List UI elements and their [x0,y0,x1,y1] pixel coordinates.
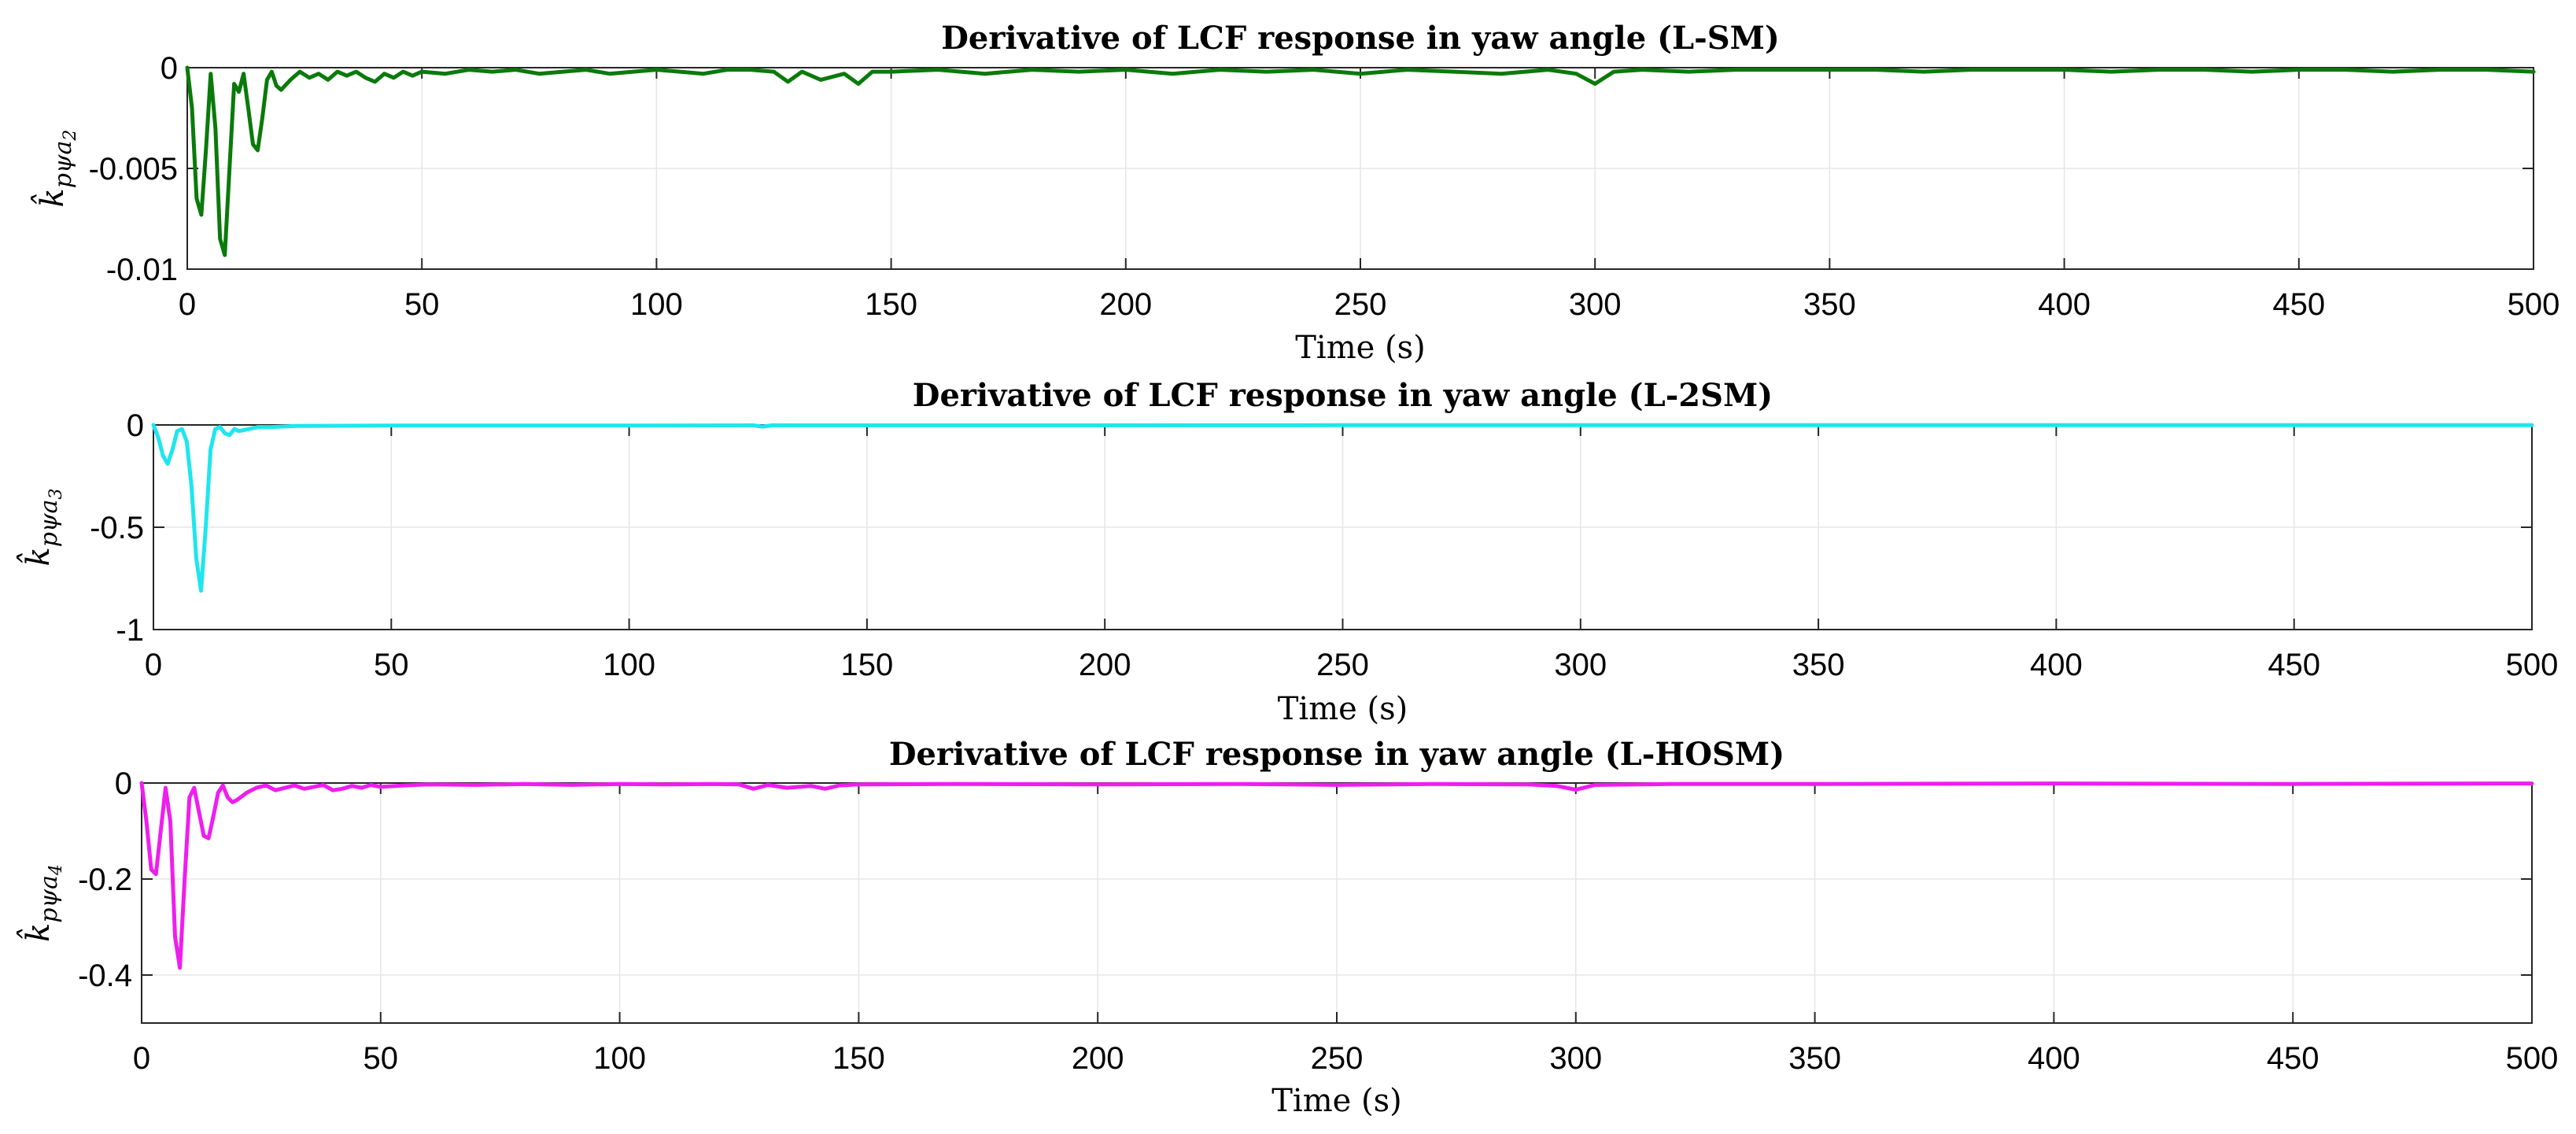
chart-title: Derivative of LCF response in yaw angle … [889,736,1784,773]
chart-title: Derivative of LCF response in yaw angle … [941,20,1780,57]
x-tick-label: 250 [1311,1041,1364,1076]
x-tick-label: 300 [1549,1041,1602,1076]
y-axis-label: k̂pψa4 [17,864,66,942]
x-tick-label: 150 [865,287,917,322]
x-axis-label: Time (s) [1271,1083,1402,1119]
x-tick-label: 400 [2028,1041,2080,1076]
x-tick-label: 350 [1792,648,1845,682]
y-tick-label: -0.2 [78,863,132,897]
series-line-l-2sm [151,423,2534,593]
chart-panel-1: 0 50 100 150 200 250 300 350 400 450 500 0 -0.005 -0.… [31,20,2559,366]
chart-panel-3: 0 50 100 150 200 250 300 350 400 450 500 0 -0.2 -0.4 D… [17,736,2558,1119]
x-tick-label: 50 [404,287,440,322]
x-tick-label: 400 [2030,648,2083,682]
y-tick-label: -0.4 [78,959,132,993]
x-tick-label: 0 [145,648,162,682]
x-tick-label: 450 [2267,1041,2320,1076]
y-tick-label: -0.5 [90,511,144,545]
y-axis-label: k̂pψa3 [17,489,66,567]
x-tick-label: 100 [630,287,683,322]
series-line-l-hosm [139,781,2534,970]
x-tick-label: 500 [2508,287,2560,322]
x-tick-label: 50 [364,1041,399,1076]
y-tick-label: 0 [127,408,144,443]
x-tick-label: 500 [2506,648,2559,682]
x-tick-label: 450 [2268,648,2320,682]
x-tick-label: 300 [1569,287,1622,322]
y-tick-label: -1 [116,613,144,648]
x-tick-label: 0 [179,287,196,322]
y-tick-label: 0 [115,766,132,801]
chart-panel-2: 0 50 100 150 200 250 300 350 400 450 500 0 -0.5 -1 Der… [17,377,2558,727]
x-tick-label: 50 [374,648,409,682]
y-tick-label: 0 [161,51,178,86]
x-axis-label: Time (s) [1295,330,1426,366]
series-line-l-sm [185,65,2536,257]
y-tick-label: -0.01 [106,253,178,287]
x-tick-label: 100 [593,1041,646,1076]
x-tick-label: 350 [1788,1041,1841,1076]
x-tick-label: 200 [1079,648,1131,682]
x-tick-label: 500 [2506,1041,2559,1076]
y-axis-label: k̂pψa2 [31,130,80,208]
x-axis-label: Time (s) [1278,691,1408,727]
x-tick-label: 200 [1072,1041,1124,1076]
x-tick-label: 150 [832,1041,885,1076]
x-tick-label: 300 [1554,648,1607,682]
x-tick-label: 0 [133,1041,150,1076]
x-tick-label: 150 [841,648,894,682]
x-tick-label: 400 [2038,287,2091,322]
x-tick-label: 350 [1803,287,1856,322]
x-tick-label: 250 [1316,648,1369,682]
chart-title: Derivative of LCF response in yaw angle … [913,377,1773,414]
x-tick-label: 200 [1099,287,1152,322]
y-tick-label: -0.005 [89,152,178,187]
x-tick-label: 100 [603,648,655,682]
x-tick-label: 250 [1334,287,1387,322]
x-tick-label: 450 [2272,287,2325,322]
